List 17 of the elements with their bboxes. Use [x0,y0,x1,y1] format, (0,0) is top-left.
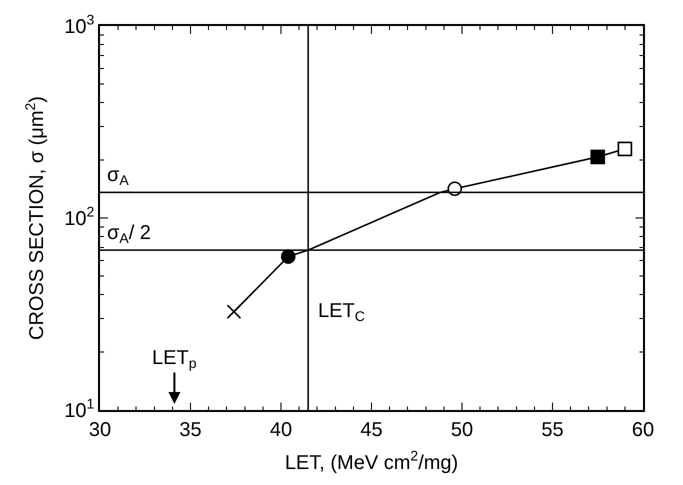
x-tick-label: 55 [541,418,564,441]
ref-line-label: σ$_{A}$/ 2 [107,222,151,246]
x-axis-title: LET, (MeV cm$^{2}$/mg) [284,447,458,474]
x-tick-label: 40 [270,418,292,441]
ref-line-label: σ$_{A}$ [107,164,130,188]
point [618,142,632,156]
x-tick-label: 35 [179,418,202,441]
ref-line-label: LET$_{C}$ [318,300,365,324]
x-tick-label: 50 [450,418,474,441]
x-tick-label: 60 [632,418,654,441]
point [590,150,606,164]
x-tick-label: 45 [360,418,383,441]
annotation: LET$_{p}$ [152,347,197,372]
point [226,304,242,320]
point [280,249,296,264]
y-tick-label: 10$^{2}$ [64,204,94,230]
y-tick-label: 10$^{3}$ [64,12,94,38]
